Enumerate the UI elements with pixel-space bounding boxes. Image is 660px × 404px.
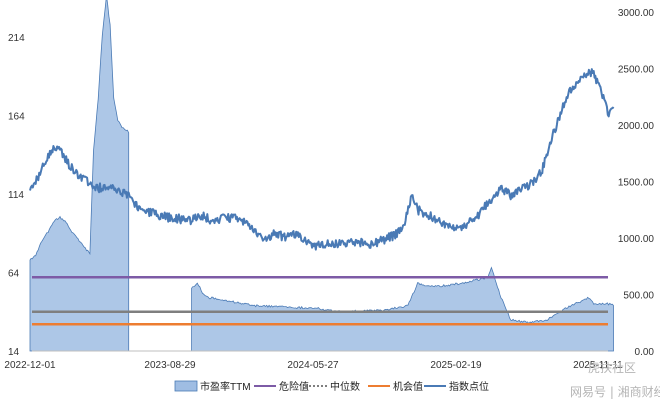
axes-layer: 214 164 114 64 14 3000.00 2500.00 2000.00 1500.0… (4, 8, 654, 371)
x-tick-label: 2025-11-11 (573, 360, 623, 371)
legend-swatch-area (174, 380, 198, 392)
y-right-tick-label: 2000.00 (618, 121, 655, 132)
watermark-community: 虎扶社区 (588, 360, 636, 375)
legend-label: 市盈率TTM (200, 380, 251, 393)
x-tick-label: 2025-02-19 (430, 360, 482, 371)
legend-label: 指数点位 (449, 380, 489, 393)
watermark-netease: 网易号 | 湘商财经 (570, 384, 660, 399)
y-left-tick-label: 14 (8, 347, 20, 358)
legend-label: 机会值 (393, 380, 423, 393)
pe-ttm-area-segment (191, 266, 614, 352)
reference-lines-layer (32, 275, 608, 326)
y-left-tick-label: 214 (8, 33, 25, 44)
x-tick-label: 2022-12-01 (4, 360, 56, 371)
y-right-tick-label: 500.00 (623, 291, 654, 302)
y-left-tick-label: 164 (8, 112, 25, 123)
index-level-line (29, 68, 615, 251)
y-right-tick-label: 1000.00 (618, 234, 655, 245)
legend: 市盈率TTM 危险值 中位数 机会值 指数点位 (174, 380, 489, 393)
x-tick-label: 2023-08-29 (144, 360, 196, 371)
pe-ttm-area-segment (29, 0, 130, 352)
y-right-tick-label: 3000.00 (618, 8, 655, 19)
y-left-tick-label: 64 (8, 269, 20, 280)
legend-label: 危险值 (279, 380, 309, 393)
legend-label: 中位数 (330, 380, 360, 393)
pe-area-layer (29, 0, 614, 352)
y-right-tick-label: 1500.00 (618, 178, 655, 189)
index-line-layer (29, 68, 615, 251)
y-right-tick-label: 2500.00 (618, 65, 655, 76)
x-tick-label: 2024-05-27 (287, 360, 339, 371)
y-left-tick-label: 114 (8, 190, 24, 201)
y-right-tick-label: 0.00 (635, 347, 655, 358)
